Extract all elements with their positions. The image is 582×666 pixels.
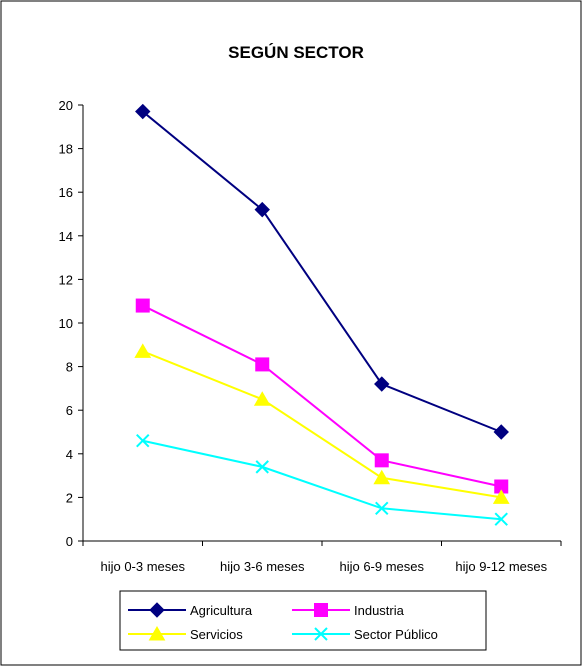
x-tick-label: hijo 9-12 meses <box>455 559 547 574</box>
y-tick-label: 10 <box>59 316 73 331</box>
x-marker-stroke <box>255 460 269 474</box>
y-tick-label: 18 <box>59 142 73 157</box>
legend-marker <box>148 625 166 641</box>
x-tick-label: hijo 3-6 meses <box>220 559 305 574</box>
legend-item-industria: Industria <box>292 603 405 618</box>
x-tick-label: hijo 6-9 meses <box>339 559 424 574</box>
legend-label: Servicios <box>190 627 243 642</box>
legend-label: Agricultura <box>190 603 253 618</box>
legend-item-sector-publico: Sector Público <box>292 627 438 642</box>
chart-title: SEGÚN SECTOR <box>228 43 364 62</box>
data-point-sector-publico <box>136 434 150 448</box>
data-point-agricultura <box>254 201 270 218</box>
y-tick-label: 2 <box>66 490 73 505</box>
data-point-industria <box>135 298 150 313</box>
y-tick-label: 6 <box>66 403 73 418</box>
data-point-agricultura <box>135 103 151 120</box>
y-tick-label: 16 <box>59 185 73 200</box>
x-marker-stroke <box>494 512 508 526</box>
legend-marker <box>149 602 165 618</box>
data-point-sector-publico <box>375 501 389 516</box>
data-point-servicios <box>253 391 271 406</box>
legend-marker <box>314 627 328 641</box>
data-point-servicios <box>373 469 391 485</box>
legend-item-agricultura: Agricultura <box>128 602 253 618</box>
legend-label: Industria <box>354 603 405 618</box>
series-group <box>134 103 510 526</box>
y-tick-label: 12 <box>59 272 73 287</box>
x-tick-label: hijo 0-3 meses <box>100 559 185 574</box>
data-point-agricultura <box>374 376 390 392</box>
data-point-industria <box>374 453 389 468</box>
y-tick-label: 0 <box>66 534 73 549</box>
legend-marker <box>314 603 328 617</box>
data-point-agricultura <box>493 424 509 440</box>
series-line-agricultura <box>142 110 502 433</box>
series-line-industria <box>142 304 502 488</box>
y-tick-label: 4 <box>66 447 73 462</box>
axes-group: 0 2 4 6 8 10 12 14 16 18 20 hijo 0-3 meses hijo 3-6 … <box>59 98 562 574</box>
x-marker-stroke <box>375 501 389 516</box>
y-tick-label: 14 <box>59 229 73 244</box>
y-tick-label: 20 <box>59 98 73 113</box>
data-point-servicios <box>134 343 152 358</box>
data-point-sector-publico <box>255 460 269 474</box>
data-point-industria <box>255 357 270 372</box>
legend-item-servicios: Servicios <box>128 625 243 642</box>
legend-box <box>119 590 487 651</box>
legend-label: Sector Público <box>354 627 438 642</box>
data-point-sector-publico <box>494 512 508 526</box>
series-line-sector-publico <box>142 439 502 521</box>
series-line-servicios <box>142 350 502 499</box>
y-tick-label: 8 <box>66 360 73 375</box>
data-point-servicios <box>492 489 510 504</box>
legend: Agricultura Industria Servicios Sector Públ… <box>119 590 487 651</box>
x-marker-stroke <box>136 434 150 448</box>
x-marker-stroke <box>314 627 328 641</box>
